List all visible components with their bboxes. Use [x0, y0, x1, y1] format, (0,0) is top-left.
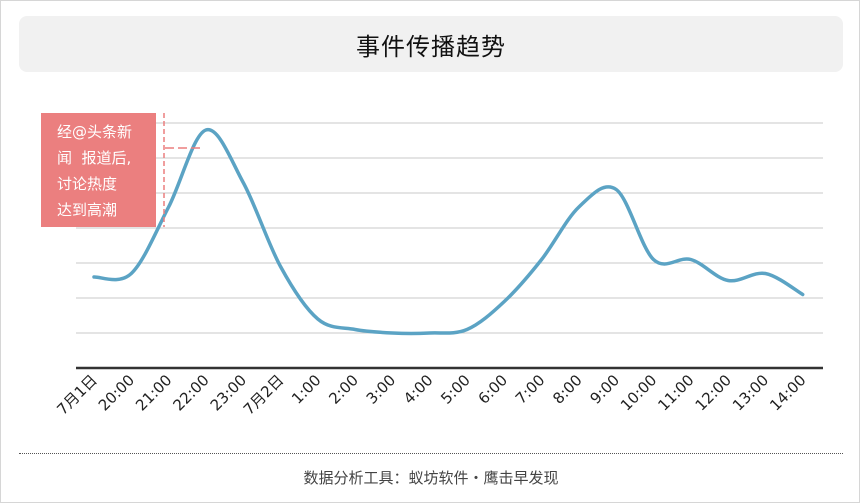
- x-tick-label-17: 12:00: [692, 371, 735, 414]
- footer-divider: [19, 453, 843, 454]
- x-tick-label-10: 5:00: [437, 371, 474, 408]
- x-tick-label-15: 10:00: [617, 371, 660, 414]
- x-tick-label-2: 21:00: [132, 371, 175, 414]
- x-tick-label-11: 6:00: [475, 371, 512, 408]
- series-line: [92, 128, 805, 336]
- annotation-callout: 经@头条新 闻 报道后, 讨论热度 达到高潮: [41, 113, 156, 227]
- x-tick-label-6: 1:00: [288, 371, 325, 408]
- x-tick-label-12: 7:00: [512, 371, 549, 408]
- x-tick-label-8: 3:00: [363, 371, 400, 408]
- x-tick-label-1: 20:00: [95, 371, 138, 414]
- x-tick-label-5: 7月2日: [240, 371, 287, 418]
- x-tick-label-13: 8:00: [549, 371, 586, 408]
- chart-title: 事件传播趋势: [356, 32, 506, 61]
- x-tick-label-9: 4:00: [400, 371, 437, 408]
- x-tick-label-19: 14:00: [766, 371, 809, 414]
- chart-title-bar: 事件传播趋势: [19, 16, 843, 72]
- x-tick-label-7: 2:00: [325, 371, 362, 408]
- x-tick-label-16: 11:00: [654, 371, 697, 414]
- source-note: 数据分析工具：蚁坊软件・鹰击早发现: [303, 469, 559, 487]
- x-tick-label-0: 7月1日: [53, 371, 100, 418]
- x-tick-label-3: 22:00: [169, 371, 212, 414]
- x-tick-label-18: 13:00: [729, 371, 772, 414]
